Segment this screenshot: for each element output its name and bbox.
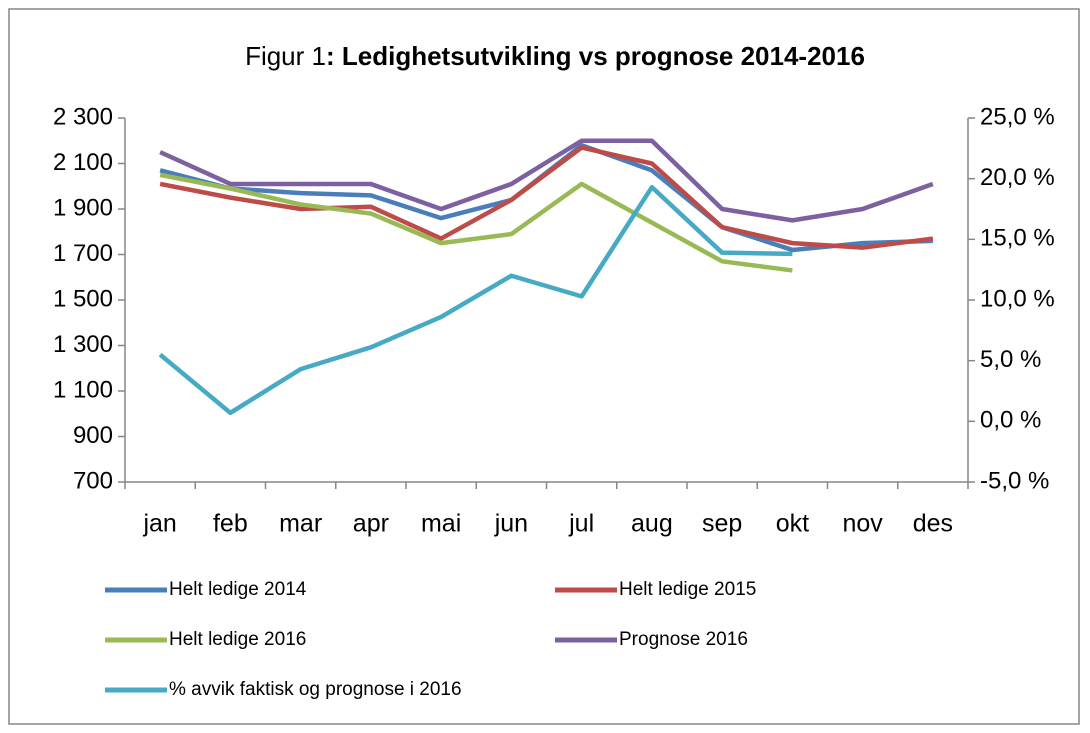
y2-tick-label: 25,0 %	[980, 103, 1055, 130]
y-tick-label: 1 300	[53, 331, 113, 358]
y-tick-label: 900	[73, 422, 113, 449]
x-tick-label: sep	[702, 510, 742, 538]
y2-tick-label: 10,0 %	[980, 285, 1055, 312]
title-prefix: Figur 1	[245, 41, 326, 71]
x-tick-label: des	[913, 510, 953, 538]
series-line	[159, 138, 934, 223]
chart-title: Figur 1: Ledighetsutvikling vs prognose …	[245, 41, 865, 71]
y-tick-label: 1 100	[53, 376, 113, 403]
series-line	[159, 145, 934, 250]
y-tick-label: 700	[73, 467, 113, 494]
y-tick-label: 2 100	[53, 149, 113, 176]
legend-label: Helt ledige 2014	[169, 579, 307, 600]
y-tick-label: 1 500	[53, 285, 113, 312]
y2-tick-label: 15,0 %	[980, 225, 1055, 252]
x-tick-label: feb	[213, 510, 248, 538]
x-tick-label: jun	[494, 510, 528, 538]
x-tick-label: jan	[142, 510, 176, 538]
legend-label: Helt ledige 2016	[169, 629, 306, 650]
x-tick-label: apr	[353, 510, 389, 538]
x-tick-label: okt	[776, 510, 809, 538]
y2-tick-label: 0,0 %	[980, 407, 1041, 434]
x-tick-label: aug	[631, 510, 673, 538]
legend-label: % avvik faktisk og prognose i 2016	[169, 679, 462, 700]
title-main: : Ledighetsutvikling vs prognose 2014-20…	[326, 41, 865, 71]
y-tick-label: 1 900	[53, 194, 113, 221]
y2-tick-label: 5,0 %	[980, 346, 1041, 373]
legend-label: Helt ledige 2015	[619, 579, 756, 600]
series-line	[158, 184, 793, 416]
x-tick-label: mai	[421, 510, 461, 538]
x-tick-label: jul	[568, 510, 594, 538]
x-tick-label: nov	[842, 510, 883, 538]
series-line	[159, 172, 793, 273]
y-tick-label: 1 700	[53, 240, 113, 267]
y2-tick-label: 20,0 %	[980, 164, 1055, 191]
x-tick-label: mar	[279, 510, 322, 538]
chart-border	[8, 8, 1080, 725]
y-tick-label: 2 300	[53, 103, 113, 130]
y2-tick-label: -5,0 %	[980, 467, 1049, 494]
legend-label: Prognose 2016	[619, 629, 748, 650]
